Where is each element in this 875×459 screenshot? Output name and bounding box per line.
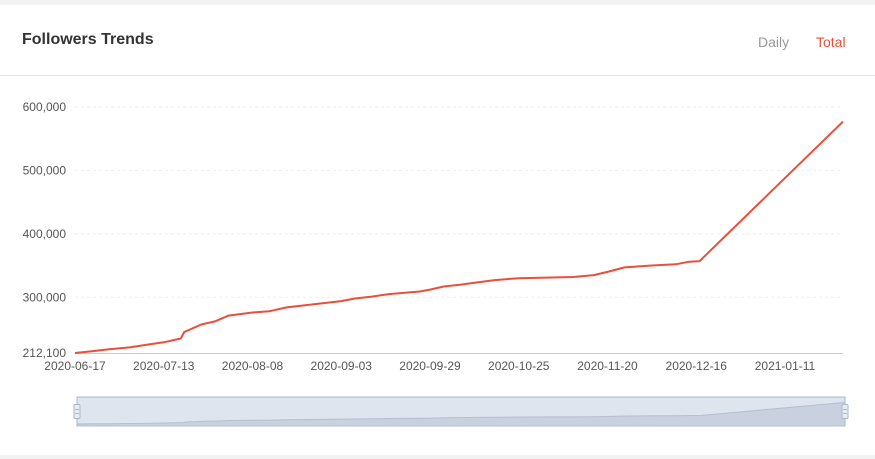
zoom-right-handle[interactable] <box>841 397 849 426</box>
zoom-handle-grip[interactable] <box>841 404 849 419</box>
x-tick-label: 2020-12-16 <box>666 359 728 373</box>
zoom-preview-area <box>76 401 846 427</box>
card-header: Followers Trends Daily Total <box>0 5 875 76</box>
y-tick-label: 500,000 <box>23 163 67 177</box>
daily-toggle[interactable]: Daily <box>758 34 790 50</box>
x-tick-label: 2020-10-25 <box>488 359 550 373</box>
y-axis-ticks: 212,100 300,000 400,000 500,000 600,000 <box>23 100 67 360</box>
zoom-handle-grip[interactable] <box>73 404 81 419</box>
y-tick-label: 212,100 <box>23 346 67 360</box>
grid-lines <box>75 106 843 298</box>
x-tick-label: 2020-09-29 <box>399 359 461 373</box>
x-tick-label: 2020-11-20 <box>577 359 638 373</box>
x-tick-label: 2020-09-03 <box>311 359 373 373</box>
x-tick-label: 2020-07-13 <box>133 359 195 373</box>
zoom-left-handle[interactable] <box>73 397 81 426</box>
x-tick-label: 2020-08-08 <box>222 359 284 373</box>
y-tick-label: 400,000 <box>23 227 67 241</box>
x-tick-label: 2021-01-11 <box>755 359 816 373</box>
followers-trends-card: Followers Trends Daily Total <box>0 5 875 455</box>
y-tick-label: 300,000 <box>23 290 67 304</box>
followers-series-line <box>74 120 844 354</box>
data-zoom-slider[interactable] <box>73 396 849 427</box>
x-tick-label: 2020-06-17 <box>44 359 106 373</box>
total-toggle[interactable]: Total <box>816 34 846 50</box>
chart-title: Followers Trends <box>22 31 154 48</box>
x-axis-ticks: 2020-06-17 2020-07-13 2020-08-08 2020-09-03… <box>44 359 815 373</box>
y-tick-label: 600,000 <box>23 100 67 114</box>
